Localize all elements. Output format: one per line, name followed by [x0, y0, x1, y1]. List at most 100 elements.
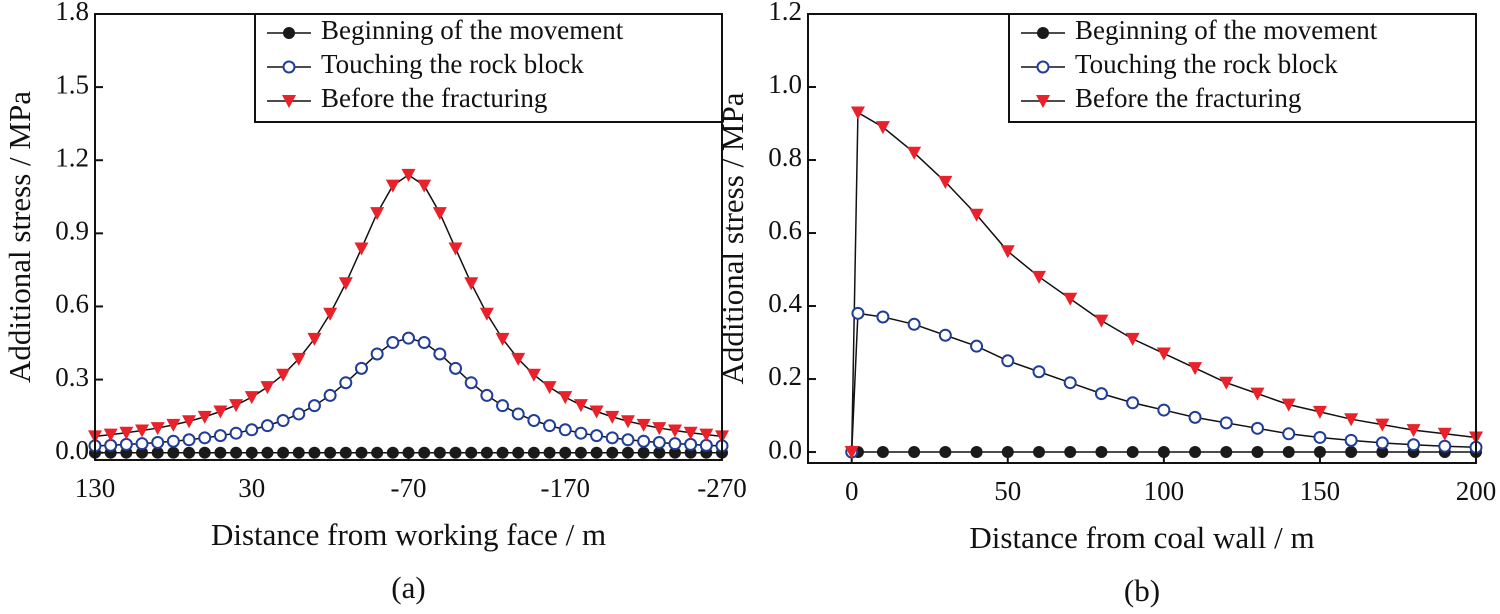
- marker: [448, 242, 463, 256]
- marker: [1095, 446, 1108, 459]
- marker: [851, 306, 865, 320]
- legend-marker: [282, 95, 296, 108]
- marker: [683, 426, 698, 440]
- x-tick-label: 200: [1456, 476, 1497, 506]
- marker: [620, 415, 635, 429]
- marker: [465, 446, 478, 459]
- marker: [844, 446, 859, 460]
- marker: [151, 446, 164, 459]
- series-line: [94, 337, 723, 447]
- y-tick-label: 0.3: [55, 362, 89, 392]
- marker: [402, 446, 415, 459]
- marker: [370, 347, 384, 361]
- marker: [213, 429, 227, 443]
- marker: [260, 381, 275, 395]
- marker: [1125, 332, 1140, 346]
- marker: [1282, 446, 1295, 459]
- marker: [511, 407, 525, 421]
- marker: [590, 429, 604, 443]
- marker: [432, 207, 447, 221]
- marker: [1251, 446, 1264, 459]
- marker: [668, 437, 682, 451]
- marker: [636, 418, 651, 432]
- marker: [198, 446, 211, 459]
- marker: [684, 437, 698, 451]
- marker: [1438, 439, 1452, 453]
- legend-label: Beginning of the movement: [321, 15, 624, 45]
- marker: [464, 277, 479, 291]
- marker: [213, 405, 228, 419]
- marker: [1250, 387, 1265, 401]
- marker: [621, 433, 635, 447]
- marker: [229, 426, 243, 440]
- marker: [417, 336, 431, 350]
- marker: [183, 446, 196, 459]
- marker: [1094, 387, 1108, 401]
- marker: [119, 437, 133, 451]
- legend-marker: [1037, 27, 1049, 39]
- marker: [496, 446, 509, 459]
- marker: [480, 446, 493, 459]
- legend-marker: [283, 27, 295, 39]
- marker: [543, 446, 556, 459]
- marker: [970, 446, 983, 459]
- marker: [166, 418, 181, 432]
- marker: [938, 328, 952, 342]
- marker: [1219, 416, 1233, 430]
- marker: [969, 208, 984, 222]
- x-tick-label: -170: [541, 473, 591, 503]
- marker: [1250, 421, 1264, 435]
- marker: [637, 434, 651, 448]
- marker: [559, 446, 572, 459]
- marker: [939, 446, 952, 459]
- marker: [150, 422, 165, 436]
- marker: [135, 437, 149, 451]
- x-tick-label: -270: [697, 473, 747, 503]
- y-tick-label: 0.6: [768, 215, 802, 245]
- marker: [323, 388, 337, 402]
- y-tick-label: 1.0: [768, 69, 802, 99]
- marker: [1407, 438, 1421, 452]
- marker: [542, 381, 557, 395]
- marker: [292, 407, 306, 421]
- marker: [307, 399, 321, 413]
- marker: [119, 426, 134, 440]
- series-line: [94, 173, 723, 438]
- marker: [370, 207, 385, 221]
- marker: [589, 405, 604, 419]
- x-tick-label: -70: [391, 473, 427, 503]
- marker: [573, 399, 588, 413]
- marker: [875, 121, 890, 135]
- marker: [1282, 427, 1296, 441]
- marker: [1219, 376, 1234, 390]
- marker: [1094, 314, 1109, 328]
- marker: [464, 376, 478, 390]
- x-tick-label: 0: [845, 476, 859, 506]
- marker: [354, 361, 368, 375]
- marker: [938, 175, 953, 189]
- marker: [402, 331, 415, 345]
- legend-label: Before the fracturing: [1075, 83, 1301, 113]
- marker: [1375, 418, 1390, 432]
- marker: [385, 179, 400, 193]
- series-line: [850, 312, 1477, 453]
- marker: [526, 368, 541, 382]
- marker: [307, 332, 322, 346]
- marker: [480, 388, 494, 402]
- marker: [449, 361, 463, 375]
- marker: [1188, 362, 1203, 376]
- x-tick-label: 130: [75, 473, 116, 503]
- marker: [1312, 405, 1327, 419]
- y-tick-label: 0.8: [768, 142, 802, 172]
- marker: [1031, 270, 1046, 284]
- marker: [245, 446, 258, 459]
- marker: [543, 419, 557, 433]
- x-tick-label: 150: [1300, 476, 1341, 506]
- marker: [136, 446, 149, 459]
- panel-label: (b): [1124, 573, 1160, 608]
- marker: [386, 336, 400, 350]
- marker: [512, 446, 525, 459]
- marker: [276, 368, 291, 382]
- marker: [433, 347, 447, 361]
